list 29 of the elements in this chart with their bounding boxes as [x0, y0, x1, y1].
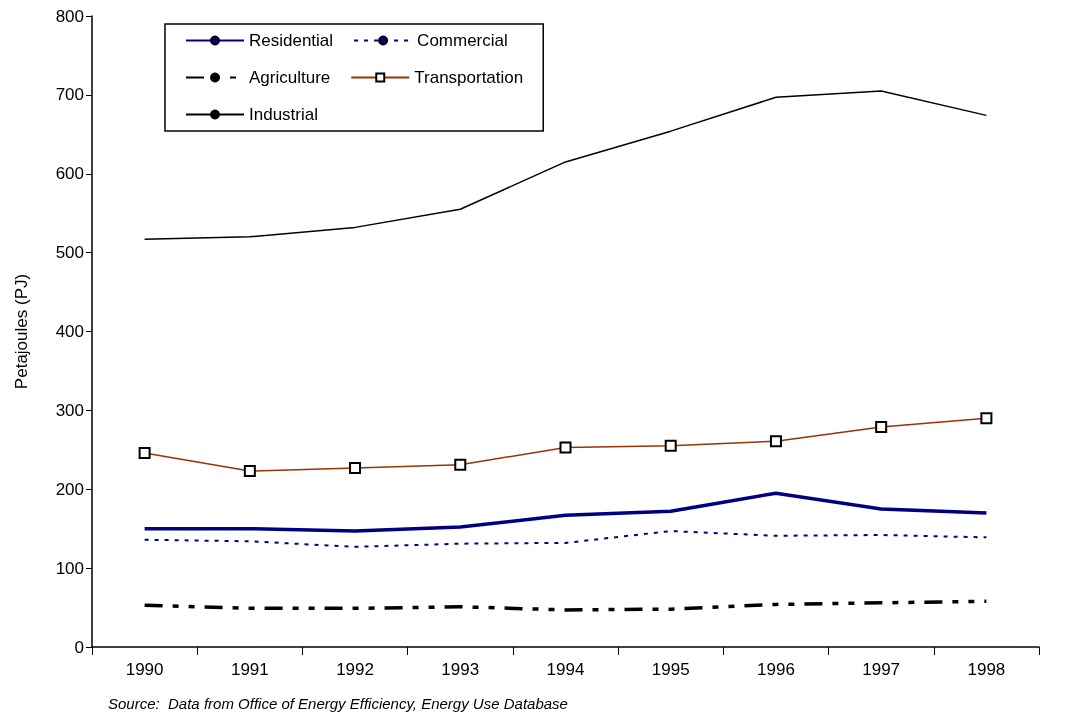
x-tick-label: 1996: [757, 660, 795, 679]
line-series: [142, 491, 989, 533]
y-tick-label: 800: [55, 6, 84, 26]
y-tick-label: 200: [55, 479, 84, 499]
y-tick-label: 0: [74, 637, 84, 657]
y-tick-label: 400: [55, 322, 84, 341]
y-tick-label: 300: [55, 400, 84, 420]
x-tick-label: 1990: [125, 660, 164, 679]
y-tick-label: 600: [55, 164, 84, 184]
legend-label: Commercial: [417, 31, 508, 50]
legend-label: Industrial: [249, 105, 318, 124]
x-tick-label: 1991: [230, 660, 269, 679]
y-axis-title: Petajoules (PJ): [12, 273, 31, 390]
line-series: [142, 599, 989, 612]
y-tick-label: 500: [55, 243, 84, 263]
legend-label: Agriculture: [249, 68, 331, 87]
source-note: Source: Data from Office of Energy Efficiency, Energy Use Database: [108, 695, 568, 712]
x-tick-label: 1992: [336, 660, 374, 679]
x-tick-label: 1995: [651, 660, 690, 679]
x-tick-label: 1994: [546, 660, 585, 679]
legend-label: Residential: [249, 31, 334, 50]
y-tick-label: 700: [55, 85, 84, 105]
legend-label: Transportation: [414, 68, 524, 87]
y-tick-label: 100: [55, 558, 84, 578]
x-tick-label: 1997: [862, 660, 901, 679]
x-tick-label: 1993: [441, 660, 480, 679]
line-series: [143, 530, 988, 548]
x-tick-label: 1998: [967, 660, 1006, 679]
line-series: [143, 90, 988, 240]
